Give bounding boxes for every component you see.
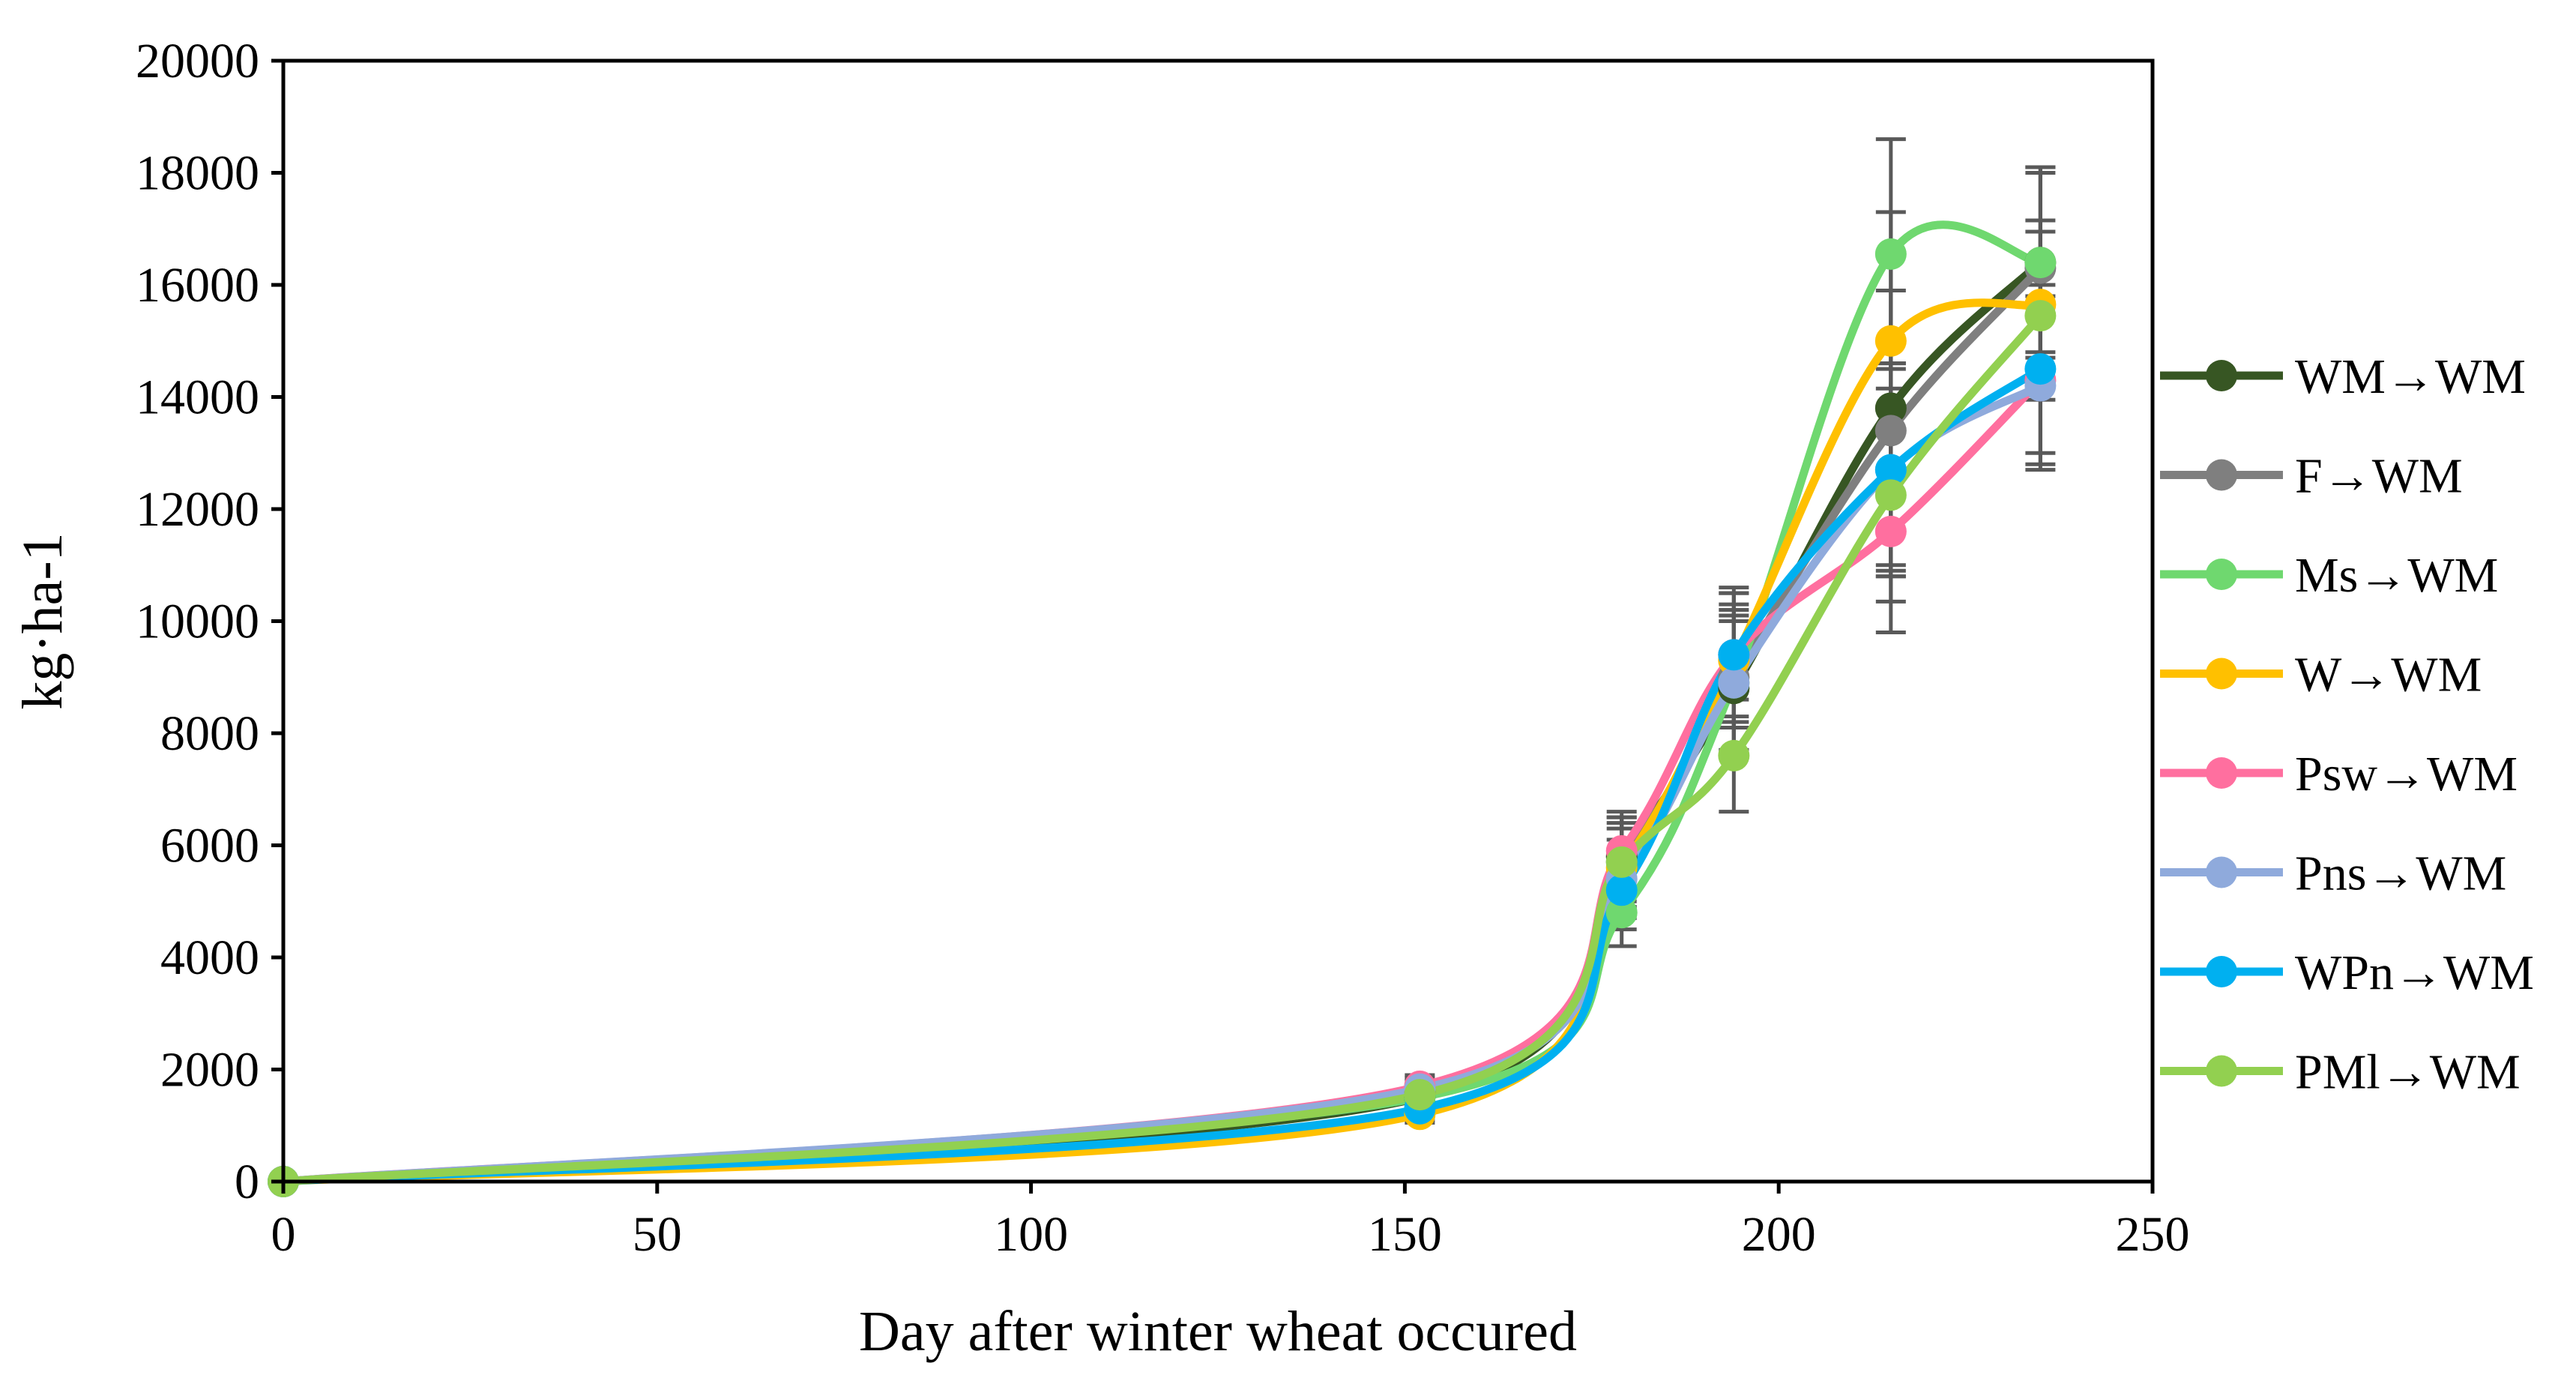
y-axis-title: kg·ha-1 <box>11 532 74 709</box>
data-point <box>1874 454 1907 486</box>
x-tick-label: 150 <box>1368 1207 1442 1262</box>
series-line-3 <box>279 298 2045 1186</box>
data-point <box>1718 667 1750 699</box>
series-line-0 <box>279 258 2045 1186</box>
y-tick-label: 8000 <box>160 706 259 761</box>
series-line-1 <box>279 264 2045 1186</box>
legend-label: Ms→WM <box>2295 548 2498 603</box>
data-point <box>2024 353 2057 385</box>
legend-label: PMl→WM <box>2295 1045 2521 1100</box>
x-tick-label: 250 <box>2116 1207 2190 1262</box>
legend-label: Psw→WM <box>2295 747 2518 801</box>
x-tick-label: 50 <box>633 1207 682 1262</box>
y-tick-label: 18000 <box>136 146 259 201</box>
x-tick-label: 100 <box>994 1207 1068 1262</box>
data-point <box>2024 247 2057 279</box>
legend-label: F→WM <box>2295 449 2463 504</box>
data-point <box>1874 238 1907 270</box>
series-line-6 <box>279 364 2045 1186</box>
y-tick-label: 14000 <box>136 370 259 425</box>
y-tick-label: 2000 <box>160 1043 259 1098</box>
y-tick-label: 16000 <box>136 258 259 313</box>
y-tick-label: 10000 <box>136 595 259 649</box>
series-line-5 <box>279 382 2045 1186</box>
legend-swatch-marker <box>2206 757 2237 789</box>
axes: 0200040006000800010000120001400016000180… <box>136 34 2190 1262</box>
legend-item: PMl→WM <box>2160 1045 2521 1100</box>
legend: WM→WM F→WM Ms→WM W→WM Psw→WM Pns→WM WPn→WM PMl→… <box>2160 349 2534 1100</box>
legend-label: W→WM <box>2295 648 2482 702</box>
error-bars <box>1405 137 2056 1125</box>
legend-item: F→WM <box>2160 449 2463 504</box>
legend-label: Pns→WM <box>2295 846 2506 901</box>
legend-label: WPn→WM <box>2295 945 2534 1000</box>
legend-item: W→WM <box>2160 648 2482 702</box>
data-point <box>1874 515 1907 547</box>
plot-area <box>281 58 2155 1184</box>
series-line-4 <box>279 376 2045 1186</box>
legend-item: WPn→WM <box>2160 945 2534 1000</box>
series-markers <box>268 238 2057 1197</box>
x-tick-label: 200 <box>1742 1207 1816 1262</box>
legend-swatch-marker <box>2206 360 2237 391</box>
series-line-7 <box>279 311 2045 1186</box>
legend-swatch-marker <box>2206 1055 2237 1087</box>
legend-swatch-marker <box>2206 956 2237 987</box>
series-lines <box>279 220 2045 1186</box>
legend-swatch-marker <box>2206 459 2237 491</box>
y-tick-label: 0 <box>235 1155 259 1209</box>
legend-item: WM→WM <box>2160 349 2526 404</box>
data-point <box>1874 325 1907 357</box>
data-point <box>1874 415 1907 447</box>
y-tick-label: 12000 <box>136 482 259 537</box>
legend-swatch-marker <box>2206 559 2237 590</box>
data-point <box>1605 897 1638 929</box>
data-point <box>1874 392 1907 424</box>
data-point <box>1718 739 1750 771</box>
legend-item: Ms→WM <box>2160 548 2498 603</box>
legend-swatch-marker <box>2206 658 2237 690</box>
legend-item: Psw→WM <box>2160 747 2518 801</box>
legend-swatch-marker <box>2206 856 2237 888</box>
series-line-2 <box>279 220 2045 1186</box>
x-tick-label: 0 <box>271 1207 296 1262</box>
legend-label: WM→WM <box>2295 349 2526 404</box>
data-point <box>2024 300 2057 332</box>
y-tick-label: 20000 <box>136 34 259 88</box>
data-point <box>1605 846 1638 878</box>
y-tick-label: 6000 <box>160 819 259 873</box>
y-tick-label: 4000 <box>160 930 259 985</box>
data-point <box>1605 874 1638 906</box>
legend-item: Pns→WM <box>2160 846 2506 901</box>
x-axis-title: Day after winter wheat occured <box>859 1300 1577 1363</box>
data-point <box>1718 639 1750 671</box>
data-point <box>1874 479 1907 511</box>
data-point <box>1404 1079 1436 1111</box>
